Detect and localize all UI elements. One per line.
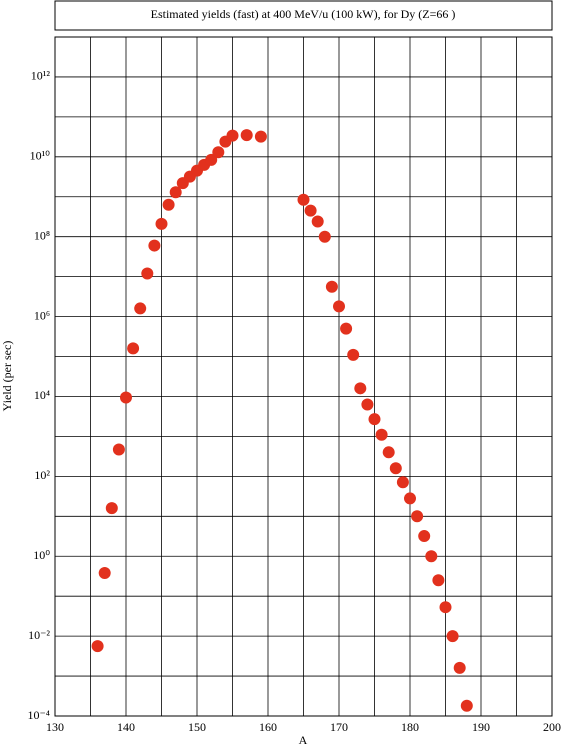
data-point xyxy=(105,502,118,515)
data-point xyxy=(169,186,182,199)
data-point xyxy=(112,443,125,456)
x-tick-label: 130 xyxy=(46,720,64,734)
y-tick-label: 10⁸ xyxy=(34,228,50,242)
x-tick-label: 200 xyxy=(543,720,561,734)
x-tick-label: 150 xyxy=(188,720,206,734)
data-point xyxy=(432,574,445,587)
data-point xyxy=(340,322,353,335)
data-point xyxy=(240,129,253,142)
data-point xyxy=(439,601,452,614)
data-point xyxy=(425,550,438,563)
data-point xyxy=(134,302,147,315)
title-box xyxy=(54,0,553,31)
y-tick-label: 10⁶ xyxy=(34,308,50,322)
data-point xyxy=(120,391,132,404)
data-point xyxy=(311,215,324,228)
data-point xyxy=(446,630,459,643)
x-tick-label: 160 xyxy=(259,720,277,734)
data-point xyxy=(333,300,345,313)
y-tick-label: 10⁴ xyxy=(34,388,50,402)
y-tick-label: 10⁰ xyxy=(33,548,50,562)
data-point xyxy=(318,230,331,243)
chart-title: Estimated yields (fast) at 400 MeV/u (10… xyxy=(151,7,456,21)
data-point xyxy=(91,640,104,653)
data-point xyxy=(453,661,466,674)
x-tick-label: 140 xyxy=(117,720,135,734)
data-point xyxy=(205,153,218,166)
y-tick-label: 10⁻² xyxy=(28,628,50,642)
data-point xyxy=(418,530,431,543)
x-tick-label: 180 xyxy=(401,720,419,734)
data-point xyxy=(411,510,424,523)
data-point xyxy=(162,198,175,211)
data-point xyxy=(404,492,416,505)
data-point xyxy=(389,462,402,475)
data-point xyxy=(297,193,310,206)
data-point xyxy=(155,217,168,230)
x-tick-label: 170 xyxy=(330,720,348,734)
data-point xyxy=(396,476,409,489)
data-point xyxy=(148,239,161,252)
data-point xyxy=(460,699,473,712)
data-point xyxy=(304,204,317,217)
y-tick-label: 10² xyxy=(34,468,50,482)
data-point xyxy=(382,446,395,459)
data-point xyxy=(226,129,239,142)
data-point xyxy=(354,382,367,395)
data-point xyxy=(361,398,374,411)
data-point xyxy=(347,348,360,361)
data-point xyxy=(254,130,267,143)
data-point xyxy=(212,146,225,159)
y-axis-label: Yield (per sec) xyxy=(0,341,14,412)
data-point xyxy=(141,267,154,280)
data-point xyxy=(375,428,388,441)
y-tick-label: 10¹⁰ xyxy=(30,149,51,163)
data-point xyxy=(98,567,111,580)
y-tick-label: 10⁻⁴ xyxy=(27,708,50,722)
data-point xyxy=(127,342,140,355)
y-tick-label: 10¹² xyxy=(31,69,51,83)
data-point xyxy=(325,280,338,293)
data-point xyxy=(368,413,381,426)
x-tick-label: 190 xyxy=(472,720,490,734)
x-axis-label: A xyxy=(299,733,308,747)
